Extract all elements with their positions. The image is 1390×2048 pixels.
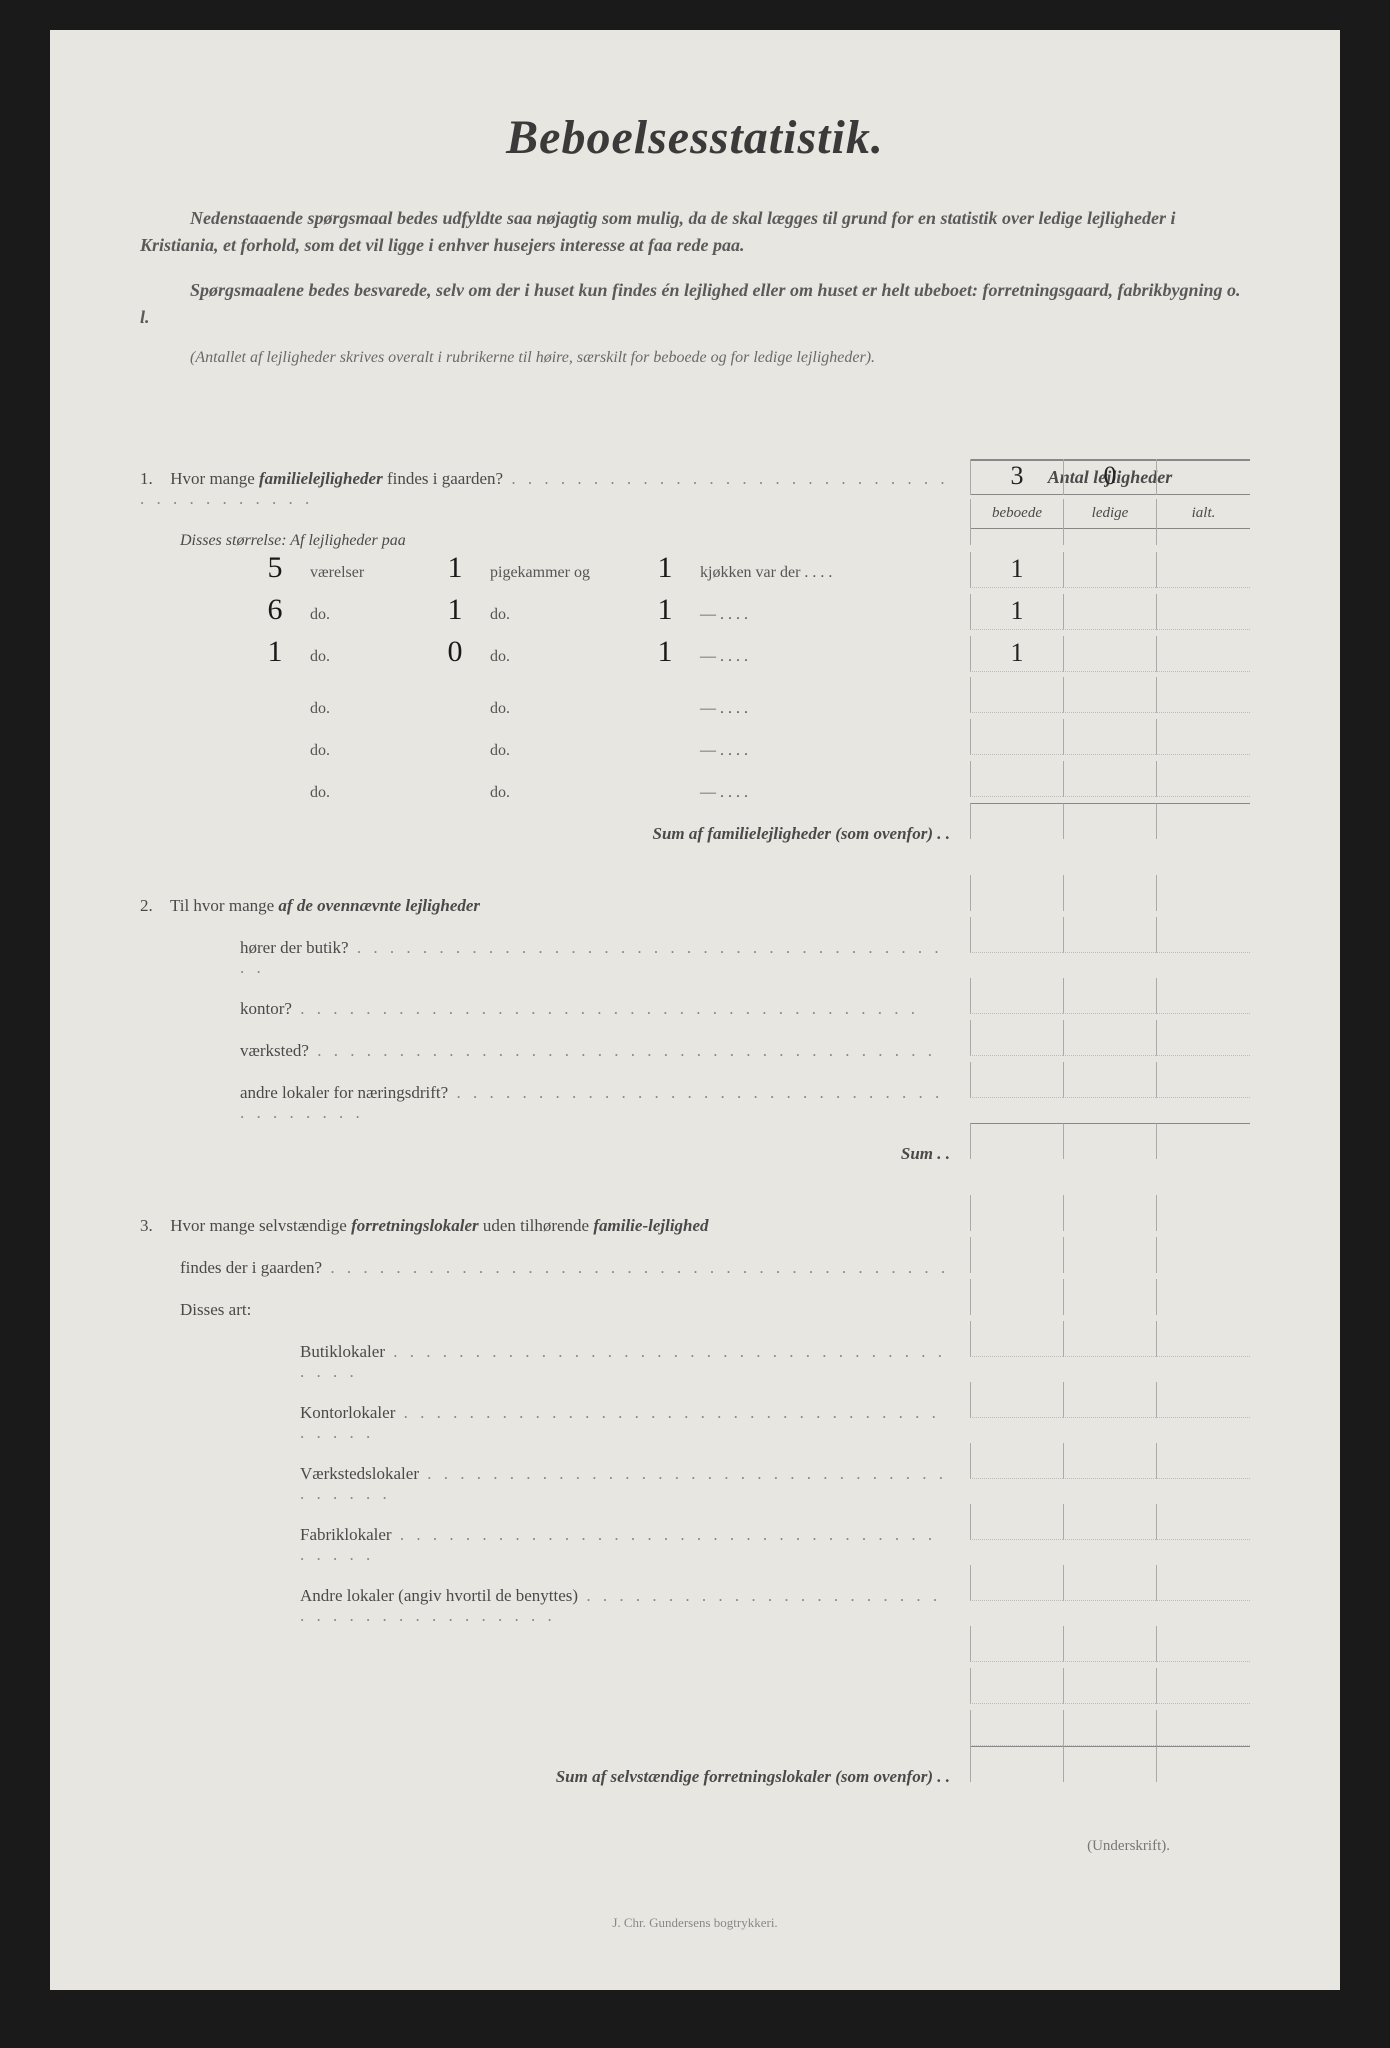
size-row: do. do. — . . . . <box>140 719 1250 761</box>
q2-subrow: hører der butik? <box>140 917 1250 978</box>
questions: 1. Hvor mange familielejligheder findes … <box>140 459 1250 1788</box>
q3-subrow: Andre lokaler (angiv hvortil de benyttes… <box>140 1565 1250 1626</box>
q3-subrow: Fabriklokaler <box>140 1504 1250 1565</box>
document-page: Beboelsesstatistik. Nedenstaaende spørgs… <box>50 30 1340 1990</box>
sum2-row: Sum . . <box>140 1123 1250 1165</box>
disses-label: Disses størrelse: Af lejligheder paa <box>140 509 1250 551</box>
size-row: 5værelser 1pigekammer og 1kjøkken var de… <box>140 551 1250 593</box>
size-row: 1do. 0do. 1— . . . . 1 <box>140 635 1250 677</box>
size-row: do. do. — . . . . <box>140 677 1250 719</box>
q2-subrow: andre lokaler for næringsdrift? <box>140 1062 1250 1123</box>
q3-subrow: Værkstedslokaler <box>140 1443 1250 1504</box>
q1-ledige: 0 <box>1063 459 1156 495</box>
form-content: Antal lejligheder beboede ledige ialt. 1… <box>140 459 1250 1788</box>
q1-ialt <box>1156 459 1250 495</box>
blank-rows <box>140 1626 1250 1746</box>
q3-subrow: Kontorlokaler <box>140 1382 1250 1443</box>
size-row: do. do. — . . . . <box>140 761 1250 803</box>
intro-paragraph-2: Spørgsmaalene bedes besvarede, selv om d… <box>140 277 1250 331</box>
q3-art: Disses art: <box>140 1279 1250 1321</box>
q3-row-2: findes der i gaarden? <box>140 1237 1250 1279</box>
q3-subrows: Butiklokaler Kontorlokaler Værkstedsloka… <box>140 1321 1250 1626</box>
intro-subnote: (Antallet af lejligheder skrives overalt… <box>140 347 1250 369</box>
q1-beboede: 3 <box>970 459 1063 495</box>
size-row: 6do. 1do. 1— . . . . 1 <box>140 593 1250 635</box>
page-title: Beboelsesstatistik. <box>140 110 1250 165</box>
q2-row: 2. Til hvor mange af de ovennævnte lejli… <box>140 875 1250 917</box>
size-rows: 5værelser 1pigekammer og 1kjøkken var de… <box>140 551 1250 803</box>
q2-subrow: kontor? <box>140 978 1250 1020</box>
printer-credit: J. Chr. Gundersens bogtrykkeri. <box>140 1915 1250 1931</box>
q3-subrow: Butiklokaler <box>140 1321 1250 1382</box>
q2-subrows: hører der butik? kontor? værksted? andre… <box>140 917 1250 1123</box>
sum1-row: Sum af familielejligheder (som ovenfor) … <box>140 803 1250 845</box>
q2-subrow: værksted? <box>140 1020 1250 1062</box>
signature-label: (Underskrift). <box>140 1838 1250 1855</box>
intro-paragraph-1: Nedenstaaende spørgsmaal bedes udfyldte … <box>140 205 1250 259</box>
sum3-row: Sum af selvstændige forretningslokaler (… <box>140 1746 1250 1788</box>
q1-row: 1. Hvor mange familielejligheder findes … <box>140 459 1250 509</box>
q3-row: 3. Hvor mange selvstændige forretningslo… <box>140 1195 1250 1237</box>
